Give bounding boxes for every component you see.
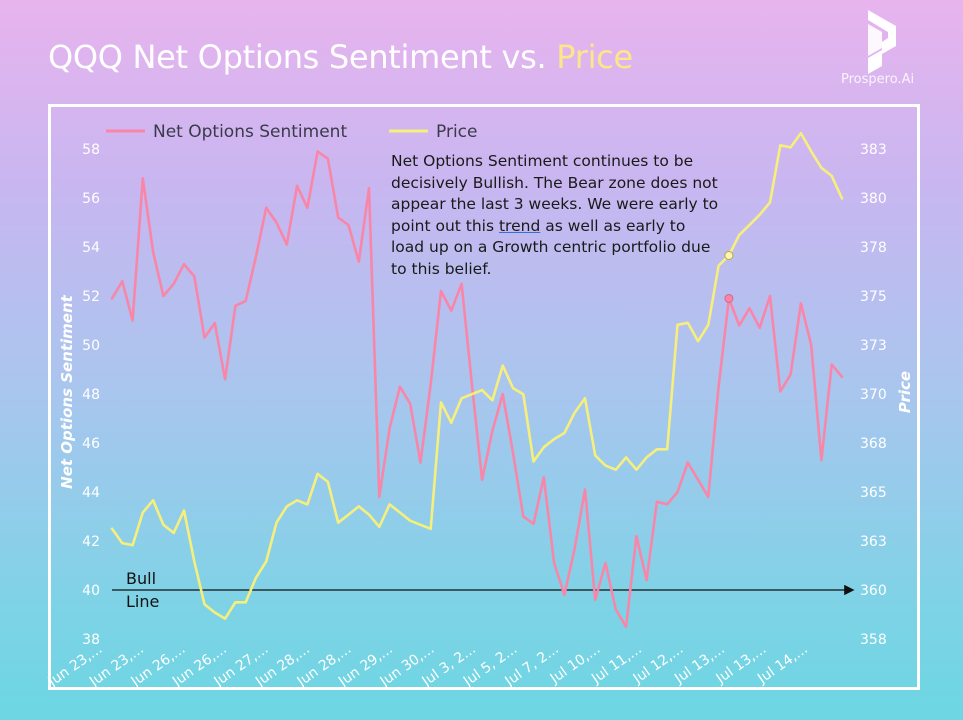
y-right-tick-label: 368 (860, 436, 887, 452)
legend-sentiment-label: Net Options Sentiment (153, 122, 347, 142)
title-price: Price (556, 38, 633, 76)
sentiment-highlight-point (724, 293, 734, 303)
bull-label-1: Bull (126, 569, 157, 588)
bull-line-label: Bull Line (126, 567, 159, 613)
y-left-tick-label: 54 (82, 240, 100, 256)
y-axis-label-right: Price (896, 371, 914, 413)
y-left-tick-label: 50 (82, 338, 100, 354)
annotation-part-2: as well as early to load up on a Growth … (391, 216, 711, 278)
y-left-tick-label: 42 (82, 534, 100, 550)
page-title: QQQ Net Options Sentiment vs. Price (48, 38, 633, 76)
annotation-part-1: Net Options Sentiment continues to be de… (391, 152, 719, 235)
y-right-tick-label: 360 (860, 583, 887, 599)
title-vs: vs. (501, 38, 547, 76)
bull-label-2: Line (126, 592, 160, 611)
y-left-tick-label: 44 (82, 485, 100, 501)
y-right-tick-label: 363 (860, 534, 887, 550)
logo-text: Prospero.Ai (841, 72, 915, 87)
y-right-tick-label: 358 (860, 632, 887, 648)
annotation-underlined: trend (498, 216, 541, 235)
y-right-tick-label: 378 (860, 240, 887, 256)
title-main: QQQ Net Options Sentiment (48, 38, 492, 76)
price-series-line (110, 131, 844, 620)
y-right-tick-label: 383 (860, 142, 887, 158)
y-right-tick-label: 375 (860, 289, 887, 305)
y-left-tick-label: 52 (82, 289, 100, 305)
y-right-tick-label: 380 (860, 191, 887, 207)
y-left-tick-label: 38 (82, 632, 100, 648)
annotation-text: Net Options Sentiment continues to be de… (391, 151, 721, 280)
prospero-logo-icon (868, 10, 896, 74)
sentiment-series-line (110, 150, 844, 629)
y-right-tick-label: 373 (860, 338, 887, 354)
legend-price-label: Price (436, 122, 477, 142)
y-right-tick-label: 365 (860, 485, 887, 501)
y-left-tick-label: 46 (82, 436, 100, 452)
y-left-tick-label: 40 (82, 583, 100, 599)
chart-frame (48, 104, 920, 690)
y-axis-label-left: Net Options Sentiment (58, 294, 76, 489)
price-highlight-point (724, 250, 734, 260)
y-left-tick-label: 56 (82, 191, 100, 207)
y-right-tick-label: 370 (860, 387, 887, 403)
y-left-tick-label: 58 (82, 142, 100, 158)
y-left-tick-label: 48 (82, 387, 100, 403)
